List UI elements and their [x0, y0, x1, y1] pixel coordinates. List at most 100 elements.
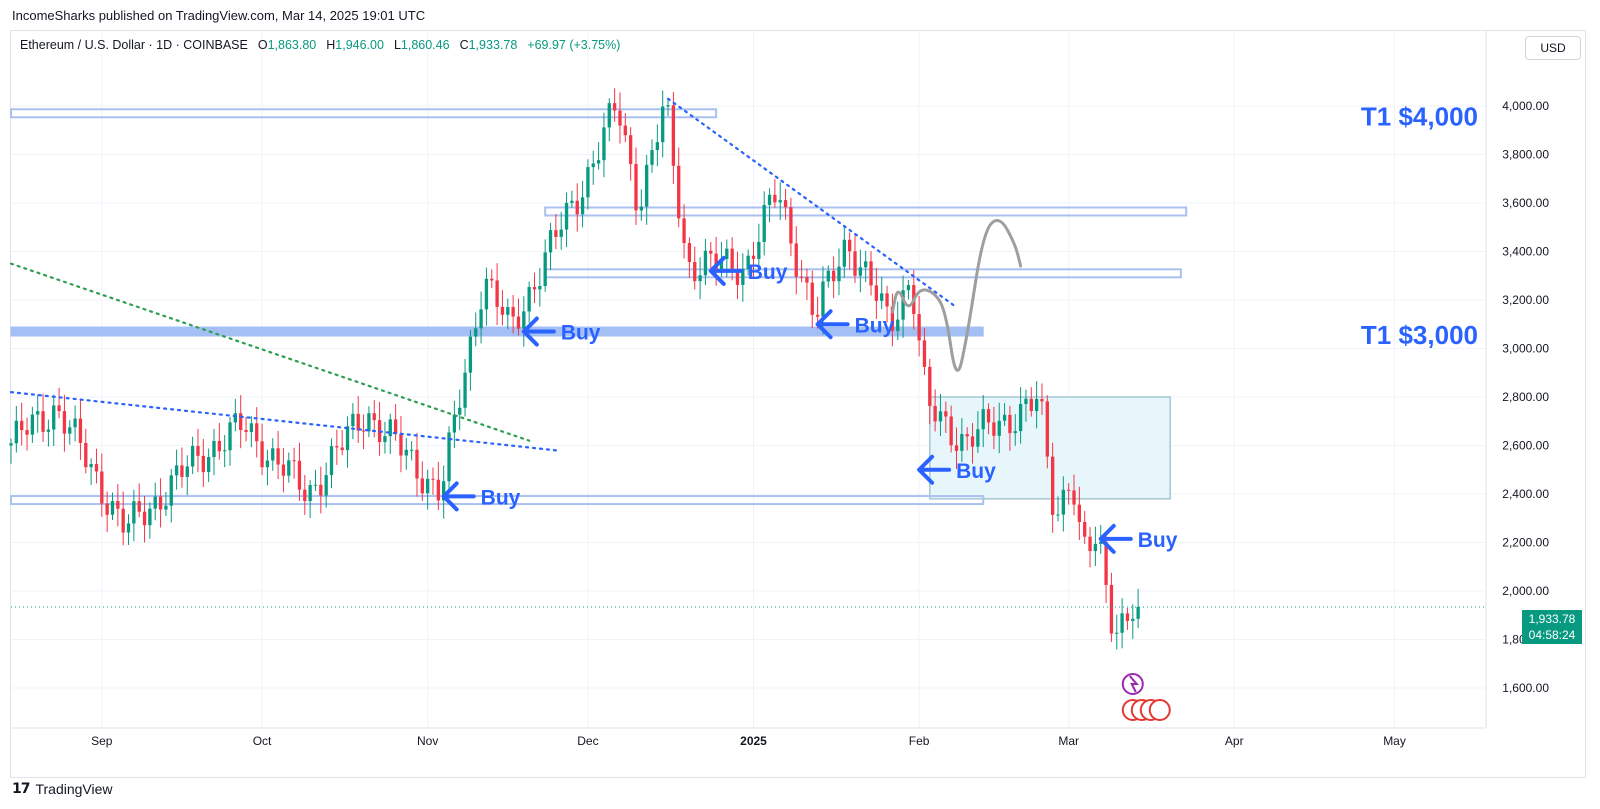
candle-up: [602, 127, 606, 161]
y-tick-label: 3,400.00: [1502, 245, 1549, 259]
candle-down: [281, 464, 286, 476]
level-rectangle[interactable]: [544, 206, 1188, 217]
candle-down: [516, 316, 521, 329]
candle-down: [255, 423, 259, 442]
candle-up: [313, 484, 318, 486]
candle-down: [917, 314, 921, 341]
candle-up: [14, 420, 18, 444]
tradingview-brand[interactable]: 17 TradingView: [12, 781, 113, 797]
candle-up: [880, 293, 884, 301]
candle-down: [623, 125, 627, 136]
candle-up: [388, 419, 392, 437]
candle-down: [105, 503, 109, 515]
candle-up: [265, 460, 270, 468]
candle-up: [52, 405, 56, 430]
candle-up: [548, 230, 553, 253]
candle-up: [527, 286, 531, 312]
x-tick-label: May: [1383, 734, 1406, 748]
candle-up: [1115, 632, 1119, 634]
candle-up: [1024, 398, 1028, 405]
candle-down: [356, 413, 360, 431]
symbol-label[interactable]: Ethereum / U.S. Dollar · 1D · COINBASE: [20, 38, 248, 52]
candle-up: [826, 270, 830, 282]
candle-up: [174, 465, 179, 476]
candle-down: [303, 489, 307, 502]
level-rectangle[interactable]: [10, 108, 718, 119]
candle-up: [1099, 541, 1103, 544]
candle-down: [260, 441, 264, 468]
buy-arrow-icon[interactable]: [917, 454, 952, 485]
candle-up: [661, 106, 665, 143]
currency-button[interactable]: USD: [1525, 36, 1581, 60]
last-price-badge: 1,933.78 04:58:24: [1522, 610, 1582, 644]
candle-up: [212, 440, 216, 458]
candle-down: [297, 460, 302, 490]
candle-up: [1018, 404, 1023, 432]
candle-down: [890, 306, 895, 331]
candle-down: [1050, 456, 1055, 515]
buy-arrow-icon[interactable]: [1098, 523, 1133, 554]
candle-down: [1008, 414, 1012, 434]
candle-up: [132, 501, 136, 524]
support-level-band[interactable]: [10, 326, 984, 337]
economic-event-icon[interactable]: [1148, 699, 1171, 721]
consolidation-zone[interactable]: [929, 396, 1171, 500]
y-tick-label: 4,000.00: [1502, 99, 1549, 113]
candle-up: [442, 481, 446, 501]
buy-arrow-icon[interactable]: [441, 481, 476, 512]
candle-up: [596, 160, 601, 164]
level-rectangle[interactable]: [10, 495, 985, 506]
candle-down: [57, 405, 61, 412]
candle-down: [671, 105, 676, 166]
candle-down: [612, 103, 617, 111]
candle-up: [190, 446, 195, 467]
high-value: 1,946.00: [335, 38, 384, 52]
x-tick-label: Oct: [253, 734, 272, 748]
candle-up: [1002, 414, 1007, 421]
dotted-trendline[interactable]: [666, 97, 958, 309]
candle-up: [1093, 543, 1098, 552]
candle-down: [78, 418, 83, 443]
dotted-trendline[interactable]: [9, 262, 531, 442]
candle-up: [148, 508, 152, 526]
low-label: L: [393, 38, 401, 52]
candle-down: [805, 277, 809, 283]
dotted-trendline[interactable]: [9, 391, 557, 452]
candle-down: [714, 253, 718, 270]
candle-down: [970, 436, 975, 447]
candle-up: [30, 414, 35, 435]
buy-arrow-icon[interactable]: [521, 316, 556, 347]
candle-up: [1056, 514, 1060, 516]
candle-up: [46, 429, 51, 432]
buy-arrow-icon[interactable]: [708, 255, 743, 286]
candle-up: [586, 167, 590, 198]
candle-up: [206, 457, 211, 473]
lightning-icon: [1129, 675, 1139, 693]
candle-down: [137, 501, 141, 512]
candle-up: [329, 446, 334, 476]
level-rectangle[interactable]: [544, 268, 1182, 279]
candle-up: [762, 204, 766, 242]
candle-up: [409, 449, 414, 451]
candle-down: [94, 463, 99, 472]
candle-down: [965, 434, 969, 437]
buy-arrow-icon[interactable]: [815, 309, 850, 340]
candle-down: [1109, 584, 1114, 634]
candle-up: [36, 411, 40, 415]
x-tick-label: Sep: [91, 734, 113, 748]
candle-up: [580, 197, 585, 215]
candle-down: [415, 449, 419, 479]
close-value: 1,933.78: [468, 38, 518, 52]
candle-down: [1040, 399, 1044, 402]
candle-down: [420, 478, 424, 494]
candle-up: [522, 311, 526, 329]
candle-up: [1136, 607, 1140, 619]
projected-path-sketch[interactable]: [890, 219, 1023, 372]
candle-up: [126, 523, 131, 533]
publisher-line: IncomeSharks published on TradingView.co…: [12, 8, 426, 23]
candle-up: [404, 449, 408, 456]
y-tick-label: 1,600.00: [1502, 681, 1549, 695]
candle-down: [730, 248, 734, 270]
candle-up: [506, 307, 510, 315]
